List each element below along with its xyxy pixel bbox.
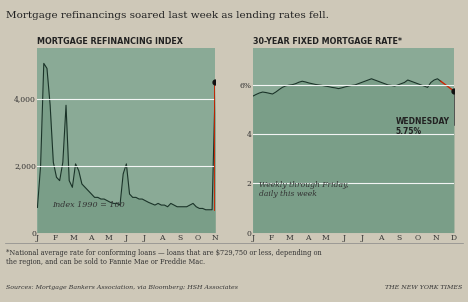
Text: Mortgage refinancings soared last week as lending rates fell.: Mortgage refinancings soared last week a… [6, 11, 329, 20]
Text: MORTGAGE REFINANCING INDEX: MORTGAGE REFINANCING INDEX [37, 37, 183, 46]
Text: 30-YEAR FIXED MORTGAGE RATE*: 30-YEAR FIXED MORTGAGE RATE* [253, 37, 402, 46]
Text: Weekly through Friday,
daily this week: Weekly through Friday, daily this week [259, 181, 348, 198]
Text: Sources: Mortgage Bankers Association, via Bloomberg; HSH Associates: Sources: Mortgage Bankers Association, v… [6, 285, 238, 291]
Text: THE NEW YORK TIMES: THE NEW YORK TIMES [385, 285, 462, 291]
Text: *National average rate for conforming loans — loans that are $729,750 or less, d: *National average rate for conforming lo… [6, 249, 322, 266]
Text: Index 1990 = 100: Index 1990 = 100 [51, 201, 124, 209]
Text: WEDNESDAY
5.75%: WEDNESDAY 5.75% [395, 94, 454, 137]
